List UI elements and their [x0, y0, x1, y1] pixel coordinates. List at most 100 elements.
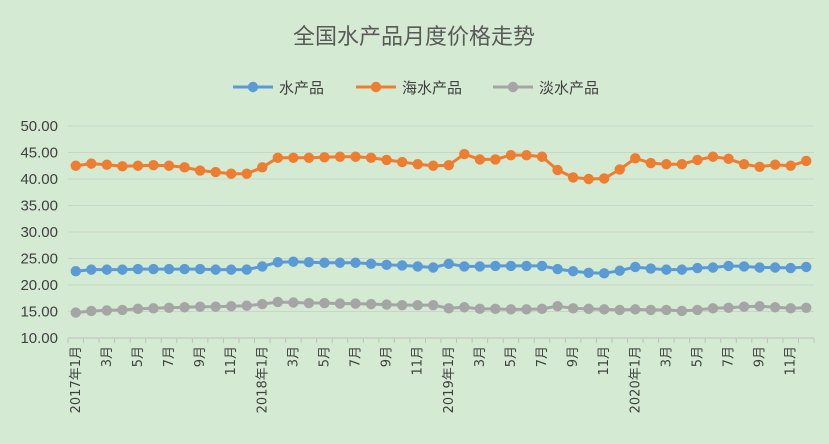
- x-tick-label: 9月: [380, 346, 395, 367]
- data-point: [459, 148, 470, 160]
- data-point: [707, 151, 719, 162]
- data-point: [428, 262, 439, 273]
- data-point: [801, 155, 812, 167]
- data-point: [645, 157, 657, 169]
- data-point: [676, 158, 688, 170]
- x-tick-label: 11月: [411, 346, 426, 376]
- data-point: [490, 303, 501, 315]
- x-tick-label: 3月: [473, 346, 488, 367]
- data-point: [505, 149, 517, 161]
- legend-marker: [370, 81, 382, 93]
- data-point: [630, 261, 641, 273]
- y-tick-label: 35.00: [20, 198, 58, 215]
- data-point: [645, 263, 657, 274]
- legend-item: 海水产品: [356, 79, 462, 97]
- x-tick-label: 11月: [784, 346, 799, 376]
- data-point: [148, 303, 159, 314]
- data-point: [210, 166, 221, 178]
- data-point: [692, 262, 703, 274]
- legend-marker: [247, 81, 259, 93]
- data-point: [334, 257, 346, 268]
- data-point: [70, 307, 81, 318]
- data-point: [676, 305, 688, 317]
- series-1: [70, 256, 812, 279]
- data-point: [132, 303, 144, 315]
- x-tick-label: 7月: [349, 346, 364, 367]
- data-point: [319, 257, 330, 268]
- data-point: [769, 302, 781, 313]
- y-tick-label: 15.00: [20, 304, 58, 321]
- data-point: [661, 158, 672, 170]
- data-point: [117, 264, 128, 275]
- data-point: [381, 259, 392, 271]
- y-tick-label: 25.00: [20, 251, 58, 268]
- data-point: [583, 303, 594, 315]
- data-point: [536, 260, 548, 272]
- data-point: [210, 301, 221, 312]
- data-point: [598, 173, 610, 184]
- x-axis: 2017年1月 3月 5月 7月 9月 11月 2018年1月 3月 5月 7月 9月 11月 2019…: [67, 337, 815, 413]
- data-point: [474, 261, 486, 272]
- data-point: [272, 152, 284, 163]
- data-point: [303, 297, 315, 309]
- series-2: [70, 148, 812, 185]
- data-point: [288, 256, 299, 267]
- data-point: [474, 303, 486, 315]
- data-point: [661, 264, 672, 275]
- data-point: [288, 152, 299, 163]
- data-point: [552, 164, 563, 176]
- data-point: [474, 154, 486, 165]
- data-point: [148, 263, 159, 275]
- y-tick-label: 10.00: [20, 330, 58, 347]
- x-tick-label: 5月: [690, 346, 705, 367]
- x-tick-label: 7月: [535, 346, 550, 367]
- legend-marker: [507, 81, 519, 93]
- data-point: [536, 303, 548, 315]
- data-point: [614, 304, 625, 316]
- data-point: [754, 161, 765, 173]
- data-point: [381, 299, 392, 310]
- data-point: [257, 298, 268, 310]
- data-point: [785, 160, 796, 171]
- data-point: [257, 162, 268, 173]
- data-point: [350, 257, 361, 268]
- data-point: [521, 149, 532, 161]
- data-point: [241, 264, 252, 275]
- data-point: [583, 173, 594, 185]
- data-point: [645, 304, 657, 316]
- x-tick-label: 3月: [100, 346, 115, 367]
- data-point: [443, 160, 454, 171]
- data-point: [117, 304, 128, 316]
- data-point: [210, 264, 221, 275]
- x-tick-label: 11月: [597, 346, 612, 376]
- data-point: [723, 260, 734, 272]
- data-point: [723, 153, 734, 165]
- x-tick-label: 2017年1月: [69, 346, 84, 413]
- data-point: [505, 304, 517, 315]
- data-point: [272, 257, 284, 268]
- data-point: [179, 162, 190, 173]
- data-point: [194, 301, 206, 312]
- data-point: [365, 258, 377, 269]
- grid: [68, 125, 814, 312]
- legend-label: 淡水产品: [539, 79, 599, 97]
- data-point: [70, 266, 81, 277]
- x-tick-label: 5月: [131, 346, 146, 367]
- data-point: [583, 267, 594, 279]
- data-point: [738, 301, 750, 312]
- data-point: [769, 262, 781, 273]
- data-point: [303, 152, 315, 163]
- data-point: [598, 268, 610, 279]
- data-point: [552, 263, 563, 275]
- data-point: [459, 261, 470, 272]
- data-point: [754, 262, 765, 273]
- data-point: [303, 257, 315, 268]
- data-point: [70, 160, 81, 171]
- y-tick-label: 50.00: [20, 118, 58, 135]
- data-point: [630, 153, 641, 164]
- data-point: [676, 264, 688, 275]
- data-point: [490, 260, 501, 272]
- data-point: [194, 165, 206, 176]
